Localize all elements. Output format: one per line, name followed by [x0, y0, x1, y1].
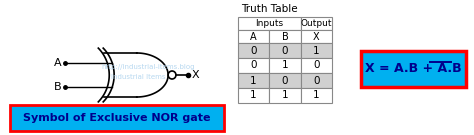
Text: Inputs: Inputs: [255, 19, 283, 28]
Text: 1: 1: [282, 60, 288, 70]
Text: Output: Output: [301, 19, 332, 28]
Bar: [238, 73, 269, 88]
Text: A: A: [250, 31, 257, 41]
Text: A: A: [54, 58, 61, 68]
Text: 0: 0: [282, 45, 288, 55]
Text: 1: 1: [250, 90, 257, 100]
Bar: [238, 17, 301, 30]
Text: 0: 0: [282, 75, 288, 85]
Text: 0: 0: [250, 60, 257, 70]
Bar: [301, 43, 332, 58]
Bar: [269, 58, 301, 73]
Bar: [301, 17, 332, 30]
Text: Truth Table: Truth Table: [241, 4, 298, 14]
Bar: [301, 58, 332, 73]
Text: Industrial Items: Industrial Items: [111, 74, 166, 80]
Bar: [269, 30, 301, 43]
Bar: [238, 43, 269, 58]
Bar: [238, 30, 269, 43]
Text: B: B: [282, 31, 288, 41]
Bar: [301, 30, 332, 43]
Text: 1: 1: [313, 90, 319, 100]
Text: X = A.B + A.B: X = A.B + A.B: [365, 63, 462, 75]
Bar: [10, 105, 224, 131]
Text: B: B: [54, 82, 61, 92]
Bar: [362, 51, 465, 87]
Bar: [238, 88, 269, 103]
Bar: [238, 58, 269, 73]
Text: 1: 1: [250, 75, 257, 85]
Bar: [269, 73, 301, 88]
Bar: [301, 73, 332, 88]
Text: 1: 1: [282, 90, 288, 100]
Text: http://industrial-items.blog: http://industrial-items.blog: [102, 64, 195, 70]
Bar: [269, 43, 301, 58]
Text: X: X: [191, 70, 199, 80]
Text: X: X: [313, 31, 319, 41]
Bar: [301, 88, 332, 103]
Text: Symbol of Exclusive NOR gate: Symbol of Exclusive NOR gate: [23, 113, 211, 123]
Text: 1: 1: [313, 45, 319, 55]
Text: 0: 0: [250, 45, 257, 55]
Text: 0: 0: [313, 60, 319, 70]
Text: 0: 0: [313, 75, 319, 85]
Bar: [269, 88, 301, 103]
